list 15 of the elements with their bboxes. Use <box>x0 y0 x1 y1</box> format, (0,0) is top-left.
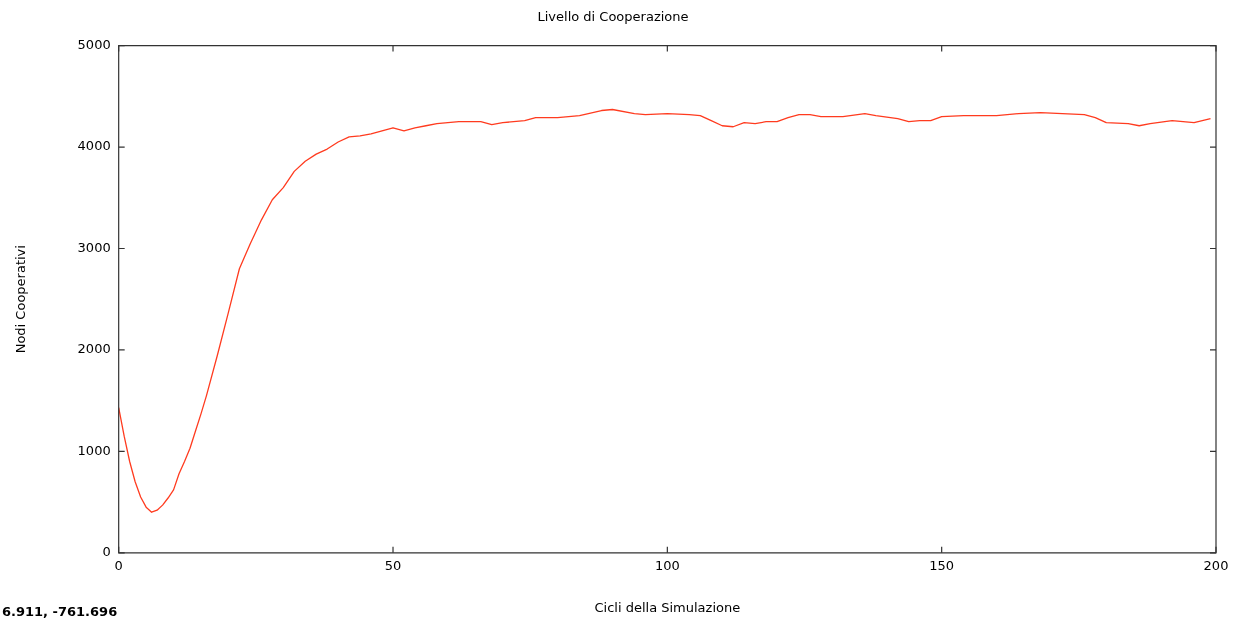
y-tick-label: 2000 <box>77 341 111 357</box>
x-tick-label: 50 <box>384 557 402 573</box>
y-tick-label: 5000 <box>77 36 111 52</box>
x-tick-label: 150 <box>929 557 955 573</box>
y-tick-label: 4000 <box>77 138 111 154</box>
x-tick-label: 0 <box>114 557 123 573</box>
y-axis-title: Nodi Cooperativi <box>13 245 29 354</box>
x-axis-title: Cicli della Simulazione <box>594 599 741 615</box>
text: 6.911, -761.696 <box>2 604 118 619</box>
y-tick-label: 3000 <box>77 239 111 255</box>
y-tick-label: 0 <box>102 544 111 560</box>
x-tick-label: 100 <box>654 557 680 573</box>
x-tick-label: 200 <box>1203 557 1229 573</box>
y-tick-label: 1000 <box>77 442 111 458</box>
chart-title: Livello di Cooperazione <box>537 9 689 25</box>
